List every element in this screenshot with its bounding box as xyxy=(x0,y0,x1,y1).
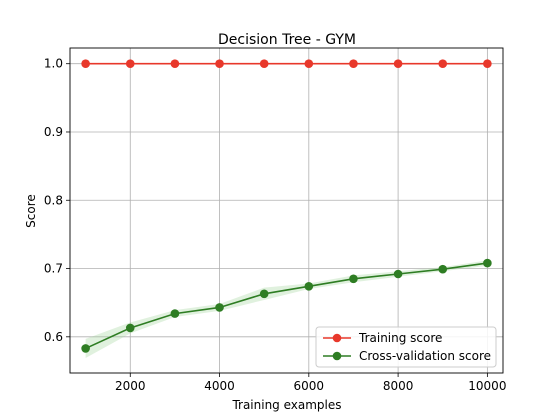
series-band-1 xyxy=(85,260,488,358)
data-point-series-1 xyxy=(304,281,314,291)
legend-label-cross-validation-score: Cross-validation score xyxy=(359,349,491,363)
x-tick-label: 10000 xyxy=(468,379,506,393)
data-point-series-1 xyxy=(81,344,90,353)
legend-box xyxy=(315,326,497,368)
chart-title: Decision Tree - GYM xyxy=(218,32,356,48)
x-tick-labels: 2000 4000 6000 8000 10000 xyxy=(115,379,506,393)
x-tick-label: 2000 xyxy=(115,379,146,393)
y-tick-label: 0.9 xyxy=(44,125,63,139)
data-point-series-1 xyxy=(170,309,180,318)
x-tick-label: 6000 xyxy=(294,379,325,393)
data-point-series-0 xyxy=(81,59,90,69)
series-markers xyxy=(81,59,492,353)
series-lines xyxy=(85,62,488,350)
y-tick-labels: 0.6 0.7 0.8 0.9 1.0 xyxy=(44,57,63,344)
data-point-series-0 xyxy=(215,59,224,69)
data-point-series-1 xyxy=(215,303,224,312)
legend: Training score Cross-validation score xyxy=(315,326,497,368)
y-tick-label: 0.8 xyxy=(44,193,63,207)
y-tick-label: 1.0 xyxy=(44,57,63,71)
series-line-1 xyxy=(85,262,488,350)
data-point-series-1 xyxy=(259,289,269,299)
data-point-series-1 xyxy=(438,264,448,274)
x-axis-label: Training examples xyxy=(231,398,341,412)
plot-frame xyxy=(69,47,504,374)
data-point-series-1 xyxy=(349,274,358,284)
y-tick-label: 0.6 xyxy=(44,330,63,344)
legend-label-training-score: Training score xyxy=(358,331,442,345)
data-point-series-0 xyxy=(259,59,269,69)
legend-swatch-cv-marker xyxy=(332,351,342,361)
data-point-series-0 xyxy=(125,59,135,69)
data-point-series-0 xyxy=(483,59,492,69)
data-point-series-1 xyxy=(393,269,403,279)
y-axis-label: Score xyxy=(24,194,38,228)
data-point-series-0 xyxy=(170,59,180,69)
data-point-series-0 xyxy=(393,59,403,69)
confidence-bands xyxy=(85,260,488,358)
x-tick-label: 4000 xyxy=(204,379,235,393)
data-point-series-0 xyxy=(349,59,358,69)
legend-swatch-training-marker xyxy=(332,333,342,343)
y-tick-label: 0.7 xyxy=(44,262,63,276)
data-point-series-0 xyxy=(438,59,448,69)
data-point-series-1 xyxy=(483,258,492,268)
data-point-series-1 xyxy=(125,323,135,333)
x-tick-label: 8000 xyxy=(383,379,414,393)
axis-ticks xyxy=(66,63,488,377)
data-point-series-0 xyxy=(304,59,314,69)
